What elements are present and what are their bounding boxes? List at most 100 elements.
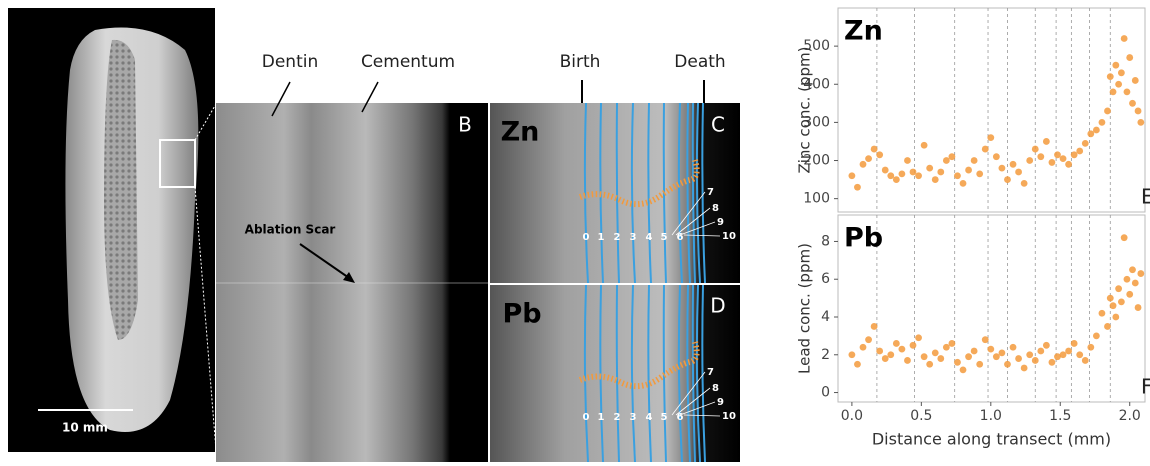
data-point <box>904 357 911 364</box>
data-point <box>1112 313 1120 321</box>
panel-letter: A <box>215 20 229 44</box>
data-point <box>1065 160 1072 168</box>
element-label: Zn <box>501 117 540 148</box>
data-point <box>948 153 956 161</box>
data-point <box>1106 294 1114 302</box>
growth-line <box>701 284 706 463</box>
data-point <box>959 366 967 374</box>
spot-trace <box>579 159 700 208</box>
growth-line <box>583 284 589 463</box>
data-point <box>965 353 972 361</box>
data-point <box>1106 73 1114 81</box>
y-tick-label: 500 <box>803 38 830 54</box>
data-point <box>942 157 950 164</box>
data-point <box>909 341 917 349</box>
data-point <box>998 164 1006 172</box>
data-point <box>1009 343 1017 351</box>
annotation-arrow <box>299 243 353 281</box>
data-point <box>926 360 934 368</box>
data-point <box>1092 126 1100 134</box>
data-point <box>920 353 928 361</box>
region-label: Dentin <box>262 52 319 72</box>
growth-line <box>599 284 604 463</box>
data-point <box>942 343 950 351</box>
data-point <box>1065 347 1072 355</box>
leader <box>679 401 716 416</box>
data-point <box>1115 80 1123 88</box>
data-point <box>1123 275 1131 283</box>
x-tick-label: 1.5 <box>1049 408 1071 424</box>
growth-line <box>615 284 620 463</box>
data-point <box>970 347 978 355</box>
line-number: 4 <box>646 232 653 243</box>
data-point <box>976 170 984 178</box>
data-point <box>1098 118 1106 126</box>
data-point <box>898 170 906 178</box>
growth-line <box>647 102 652 284</box>
data-point <box>1126 290 1134 298</box>
data-point <box>931 349 939 357</box>
data-point <box>1134 304 1142 311</box>
y-tick-label: 2 <box>821 347 830 363</box>
growth-line <box>686 102 691 284</box>
data-point <box>1129 99 1136 107</box>
spot-trace <box>578 341 700 390</box>
x-tick-label: 1.0 <box>980 408 1002 424</box>
data-point <box>1026 157 1034 164</box>
panel-letter: B <box>458 113 472 137</box>
growth-line <box>647 284 652 463</box>
y-tick-label: 400 <box>803 76 830 92</box>
panel-letter: F <box>1141 375 1150 399</box>
element-label: Zn <box>844 16 883 47</box>
arrow-head <box>343 272 355 283</box>
data-point <box>909 168 917 176</box>
data-point <box>1026 351 1034 359</box>
data-point <box>1081 139 1089 147</box>
data-point <box>987 134 995 142</box>
data-point <box>998 349 1006 357</box>
data-point <box>981 145 989 153</box>
line-number: 7 <box>707 187 714 198</box>
data-point <box>987 345 995 353</box>
divider <box>490 283 740 285</box>
data-point <box>1112 61 1120 69</box>
leader <box>679 221 716 236</box>
line-number: 6 <box>677 232 684 243</box>
data-point <box>954 358 961 366</box>
data-point <box>954 172 961 180</box>
leader <box>675 387 711 416</box>
data-point <box>1129 266 1136 274</box>
line-number: 9 <box>717 397 724 408</box>
data-point <box>1020 364 1028 372</box>
data-point <box>937 168 945 176</box>
growth-line <box>583 102 589 284</box>
leader <box>671 191 706 236</box>
data-point <box>948 340 956 347</box>
data-point <box>1015 355 1022 362</box>
data-point <box>1104 323 1111 330</box>
data-point <box>848 172 856 180</box>
data-point <box>892 340 900 347</box>
data-point <box>1054 151 1061 159</box>
data-point <box>1076 351 1084 359</box>
line-number: 5 <box>661 412 668 423</box>
leader <box>671 371 706 416</box>
data-point <box>1004 176 1011 183</box>
data-point <box>915 334 922 342</box>
data-point <box>859 343 867 351</box>
data-point <box>1004 360 1011 368</box>
data-point <box>1104 107 1111 115</box>
data-point <box>1115 285 1123 293</box>
growth-line <box>686 284 691 463</box>
data-point <box>898 345 906 353</box>
y-tick-label: 200 <box>803 153 830 169</box>
data-point <box>981 336 989 344</box>
data-point <box>1070 340 1078 347</box>
data-point <box>865 336 872 344</box>
line-number: 0 <box>583 412 590 423</box>
data-point <box>1109 302 1117 310</box>
data-point <box>1048 358 1056 366</box>
data-point <box>1015 168 1022 176</box>
y-tick-label: 100 <box>803 191 830 207</box>
